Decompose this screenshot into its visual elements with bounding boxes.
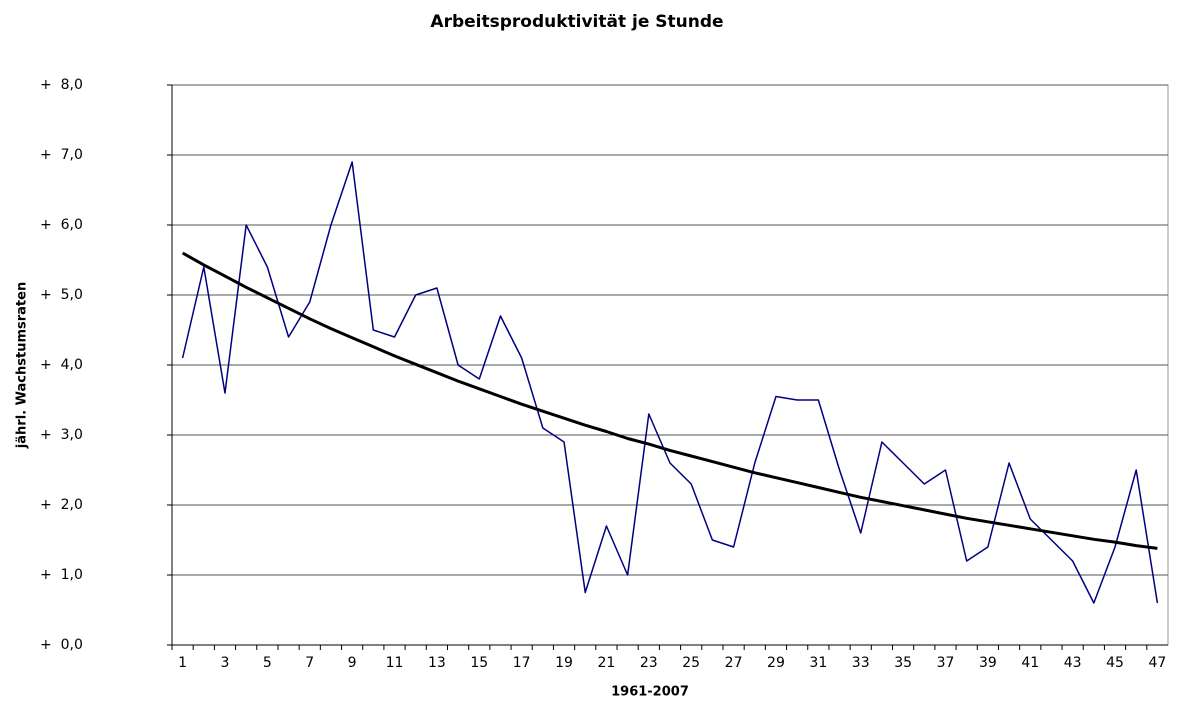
y-tick-label: + 1,0 [40, 567, 83, 583]
x-tick-label: 27 [725, 655, 743, 671]
x-tick-label: 33 [852, 655, 870, 671]
y-tick-label: + 8,0 [40, 77, 83, 93]
x-tick-label: 17 [513, 655, 531, 671]
x-tick-label: 21 [598, 655, 616, 671]
x-tick-label: 37 [937, 655, 955, 671]
x-tick-label: 31 [809, 655, 827, 671]
x-tick-label: 25 [682, 655, 700, 671]
x-tick-label: 5 [263, 655, 272, 671]
chart-title: Arbeitsproduktivität je Stunde [430, 12, 723, 32]
y-tick-label: + 4,0 [40, 357, 83, 373]
y-tick-label: + 2,0 [40, 497, 83, 513]
x-tick-label: 23 [640, 655, 658, 671]
y-tick-label: + 3,0 [40, 427, 83, 443]
x-tick-label: 29 [767, 655, 785, 671]
x-tick-label: 19 [555, 655, 573, 671]
y-tick-label: + 5,0 [40, 287, 83, 303]
y-axis-title: jährl. Wachstumsraten [15, 282, 30, 449]
y-tick-label: + 0,0 [40, 637, 83, 653]
x-tick-label: 11 [386, 655, 404, 671]
x-tick-label: 35 [894, 655, 912, 671]
x-tick-label: 13 [428, 655, 446, 671]
y-tick-label: + 6,0 [40, 217, 83, 233]
x-tick-label: 45 [1106, 655, 1124, 671]
x-tick-label: 41 [1021, 655, 1039, 671]
series-line [181, 251, 1158, 550]
x-tick-label: 3 [221, 655, 230, 671]
series-line [181, 161, 1159, 604]
x-tick-label: 1 [178, 655, 187, 671]
x-tick-label: 39 [979, 655, 997, 671]
x-tick-label: 7 [305, 655, 314, 671]
x-tick-label: 43 [1064, 655, 1082, 671]
x-tick-label: 9 [348, 655, 357, 671]
x-tick-label: 15 [470, 655, 488, 671]
x-tick-label: 47 [1148, 655, 1166, 671]
y-tick-label: + 7,0 [40, 147, 83, 163]
x-axis-title: 1961-2007 [611, 685, 689, 700]
